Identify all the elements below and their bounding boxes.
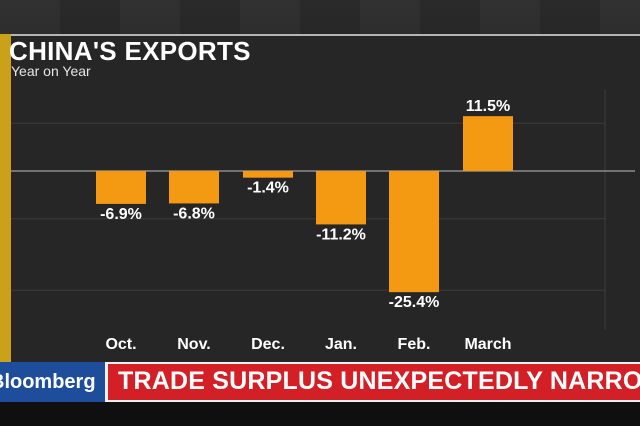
chart-title: CHINA'S EXPORTS (9, 36, 251, 66)
bar (389, 171, 439, 293)
category-label: Dec. (251, 336, 285, 353)
bar (243, 171, 293, 178)
category-label: Oct. (105, 336, 136, 353)
bar (316, 171, 366, 225)
value-label: 11.5% (466, 98, 510, 115)
bars (96, 116, 513, 293)
headline-text: TRADE SURPLUS UNEXPECTEDLY NARROWED (118, 367, 640, 395)
bar (96, 171, 146, 204)
bottom-strip (0, 402, 640, 426)
value-label: -6.8% (173, 205, 215, 222)
bar (169, 171, 219, 204)
accent-bar (0, 34, 11, 362)
category-label: Feb. (398, 336, 431, 353)
exports-bar-chart: -6.9% -6.8% -1.4% -11.2% -25.4% 11.5% Oct. Nov… (11, 90, 635, 353)
gridlines (11, 90, 606, 330)
value-labels: -6.9% -6.8% -1.4% -11.2% -25.4% 11.5% (100, 98, 510, 311)
category-label: Nov. (177, 336, 210, 353)
headline-banner: TRADE SURPLUS UNEXPECTEDLY NARROWED (108, 364, 640, 400)
brand-logo: Bloomberg (0, 362, 105, 402)
value-label: -25.4% (389, 294, 440, 311)
chart-subtitle: Year on Year (11, 63, 91, 79)
category-label: March (464, 336, 511, 353)
category-label: Jan. (325, 336, 357, 353)
value-label: -11.2% (316, 226, 366, 243)
bar (463, 116, 513, 171)
category-labels: Oct. Nov. Dec. Jan. Feb. March (105, 336, 511, 353)
value-label: -1.4% (247, 180, 289, 197)
value-label: -6.9% (100, 206, 142, 223)
